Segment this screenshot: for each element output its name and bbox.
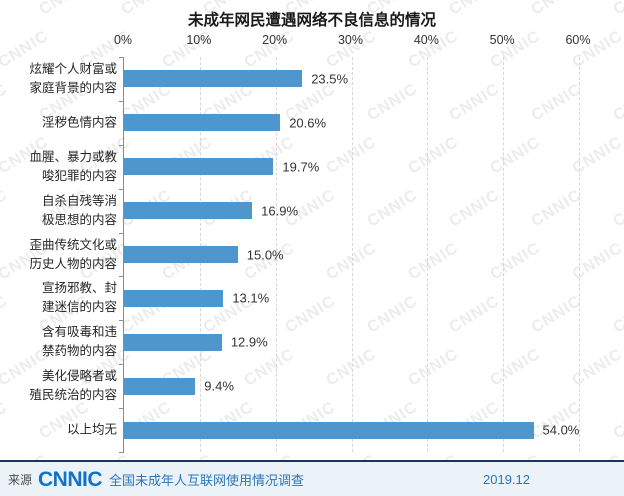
x-axis-tick-label: 50% [489, 33, 515, 47]
cnnic-watermark: CNNIC [610, 292, 624, 337]
y-axis-tick [119, 232, 124, 234]
category-label: 歪曲传统文化或 历史人物的内容 [0, 236, 117, 274]
value-label: 9.4% [204, 378, 234, 394]
bar-8 [124, 421, 534, 439]
category-label: 含有吸毒和违 禁药物的内容 [0, 323, 117, 361]
category-label-line: 炫耀个人财富或 [29, 61, 117, 76]
gridline [351, 57, 353, 452]
category-label: 血腥、暴力或教唆犯罪的内容 [0, 148, 117, 186]
plot-area: 23.5% 20.6% 19.7% 16.9% 15.0% 13.1% 12.9% 9.4% 5… [119, 57, 580, 453]
x-axis-tick-label: 40% [413, 33, 439, 47]
value-label: 12.9% [230, 334, 268, 350]
category-label-line: 历史人物的内容 [29, 256, 117, 271]
cnnic-watermark: CNNIC [610, 80, 624, 125]
bar-3 [124, 202, 253, 220]
category-label: 以上均无 [0, 421, 117, 440]
footer: 来源 CNNIC 全国未成年人互联网使用情况调查 2019.12 [0, 460, 624, 496]
bar-2 [124, 158, 274, 176]
category-label-line: 禁药物的内容 [41, 344, 117, 359]
x-axis: 0% 10% 20% 30% 40% 50% 60% [0, 33, 624, 48]
category-label-line: 唆犯罪的内容 [41, 168, 117, 183]
y-axis-tick [119, 100, 124, 102]
category-label-line: 含有吸毒和违 [41, 325, 117, 340]
value-label: 15.0% [246, 247, 284, 262]
category-label-line: 殖民统治的内容 [29, 388, 117, 403]
source-text: 全国未成年人互联网使用情况调查 [109, 472, 305, 488]
category-label-line: 歪曲传统文化或 [29, 237, 117, 252]
bar-0 [124, 70, 303, 88]
y-axis-tick [119, 144, 124, 146]
value-label: 16.9% [261, 203, 299, 219]
bar-4 [124, 246, 238, 263]
cnnic-watermark: CNNIC [610, 186, 624, 231]
category-label: 淫秽色情内容 [0, 113, 117, 132]
category-label-line: 建迷信的内容 [41, 300, 117, 315]
category-label: 自杀自残等消 极思想的内容 [0, 192, 117, 230]
value-label: 54.0% [542, 422, 580, 438]
chart-title: 未成年网民遭遇网络不良信息的情况 [187, 12, 436, 29]
footer-date: 2019.12 [483, 471, 530, 487]
gridline [275, 57, 277, 452]
cnnic-watermark: CNNIC [610, 398, 624, 443]
category-label-line: 淫秽色情内容 [41, 115, 117, 130]
value-label: 20.6% [289, 115, 327, 131]
gridline [579, 57, 580, 452]
category-label-line: 血腥、暴力或教 [29, 149, 117, 164]
category-label: 炫耀个人财富或 家庭背景的内容 [0, 60, 117, 98]
bar-1 [124, 114, 281, 132]
x-axis-tick-label: 20% [262, 33, 288, 47]
value-label: 13.1% [232, 290, 270, 306]
source-label: 来源 [8, 472, 33, 487]
category-label-line: 美化侵略者或 [41, 369, 117, 384]
x-axis-tick-label: 30% [337, 33, 364, 47]
x-axis-tick-label: 60% [565, 33, 591, 47]
value-label: 19.7% [282, 159, 320, 175]
y-axis-tick [119, 57, 124, 58]
category-label-line: 家庭背景的内容 [29, 80, 117, 95]
y-axis-tick [119, 188, 124, 190]
gridline [427, 57, 429, 452]
category-label: 美化侵略者或殖民统治的内容 [0, 367, 117, 405]
y-axis-tick [119, 320, 124, 322]
bar-7 [124, 377, 196, 395]
category-label-line: 极思想的内容 [41, 212, 117, 227]
y-axis-tick [119, 408, 124, 410]
y-axis-tick [119, 364, 124, 366]
category-label-line: 以上均无 [66, 422, 117, 437]
y-axis-tick [119, 452, 124, 453]
category-label-line: 自杀自残等消 [41, 193, 117, 208]
gridline [503, 57, 505, 452]
category-label-line: 宣扬邪教、封 [41, 281, 117, 296]
category-label: 宣扬邪教、封 建迷信的内容 [0, 279, 117, 317]
y-axis-tick [119, 276, 124, 278]
x-axis-tick-label: 10% [186, 33, 212, 47]
x-axis-tick-label: 0% [113, 33, 133, 47]
bar-5 [124, 289, 224, 307]
category-labels: 炫耀个人财富或 家庭背景的内容 淫秽色情内容 血腥、暴力或教 唆犯罪的内容 自杀自残等消极… [0, 57, 117, 452]
bar-6 [124, 333, 222, 351]
cnnic-logo: CNNIC [38, 467, 103, 491]
value-label: 23.5% [311, 71, 349, 87]
